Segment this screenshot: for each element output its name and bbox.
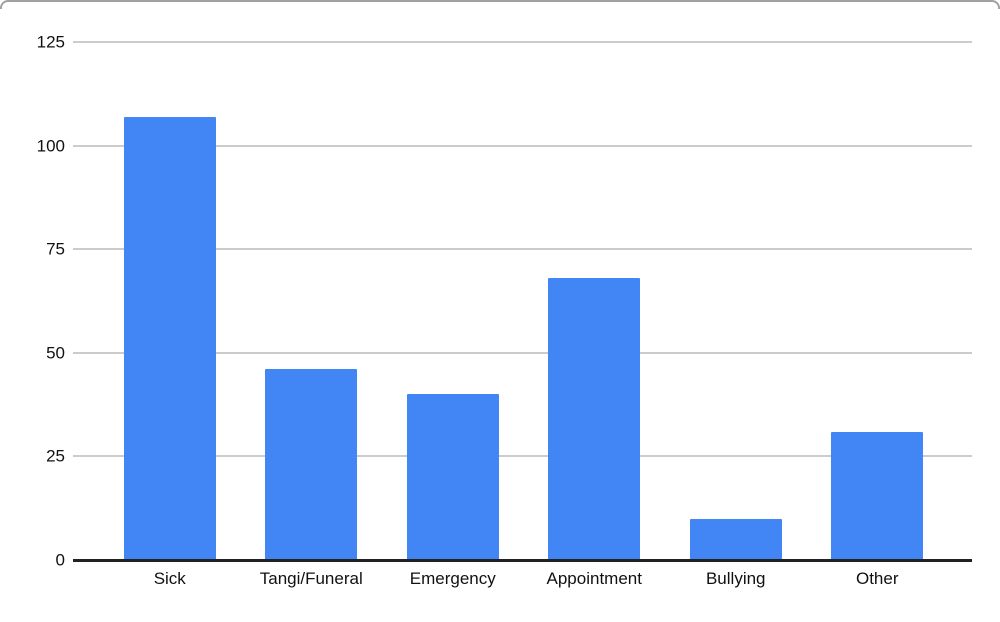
- bar-slot: [382, 42, 524, 560]
- bar-appointment: [548, 278, 641, 560]
- y-tick-label: 125: [36, 32, 65, 52]
- bar-emergency: [406, 394, 499, 560]
- bar-slot: [99, 42, 241, 560]
- bar-slot: [807, 42, 949, 560]
- gridline: [73, 455, 972, 458]
- x-category-label: Appointment: [546, 569, 642, 588]
- x-category-label: Sick: [153, 569, 186, 588]
- bar-sick: [123, 116, 216, 560]
- x-axis-line: [73, 559, 972, 562]
- bar-other: [831, 431, 924, 560]
- bar-slot: [524, 42, 666, 560]
- gridline: [73, 41, 972, 43]
- gridline: [73, 248, 972, 251]
- y-tick-label: 25: [46, 446, 65, 466]
- y-tick-label: 50: [46, 343, 65, 363]
- y-axis: 125 100 75 50 25 0: [0, 34, 65, 569]
- x-category-label: Other: [855, 569, 899, 588]
- plot-area: [73, 41, 972, 562]
- gridline: [73, 144, 972, 147]
- x-axis: Sick Tangi/Funeral Emergency Appointment Bul…: [99, 569, 948, 589]
- y-tick-label: 100: [36, 136, 65, 156]
- x-category-label: Bullying: [705, 569, 766, 588]
- x-category-label: Emergency: [409, 569, 496, 588]
- x-category-label: Tangi/Funeral: [259, 569, 363, 588]
- y-tick-label: 75: [46, 239, 65, 259]
- gridline: [73, 351, 972, 354]
- bar-bullying: [689, 518, 782, 560]
- bar-slot: [241, 42, 383, 560]
- bar-slot: [665, 42, 807, 560]
- bar-tangi-funeral: [265, 369, 358, 560]
- bars-area: [99, 42, 948, 560]
- y-tick-label: 0: [55, 550, 65, 570]
